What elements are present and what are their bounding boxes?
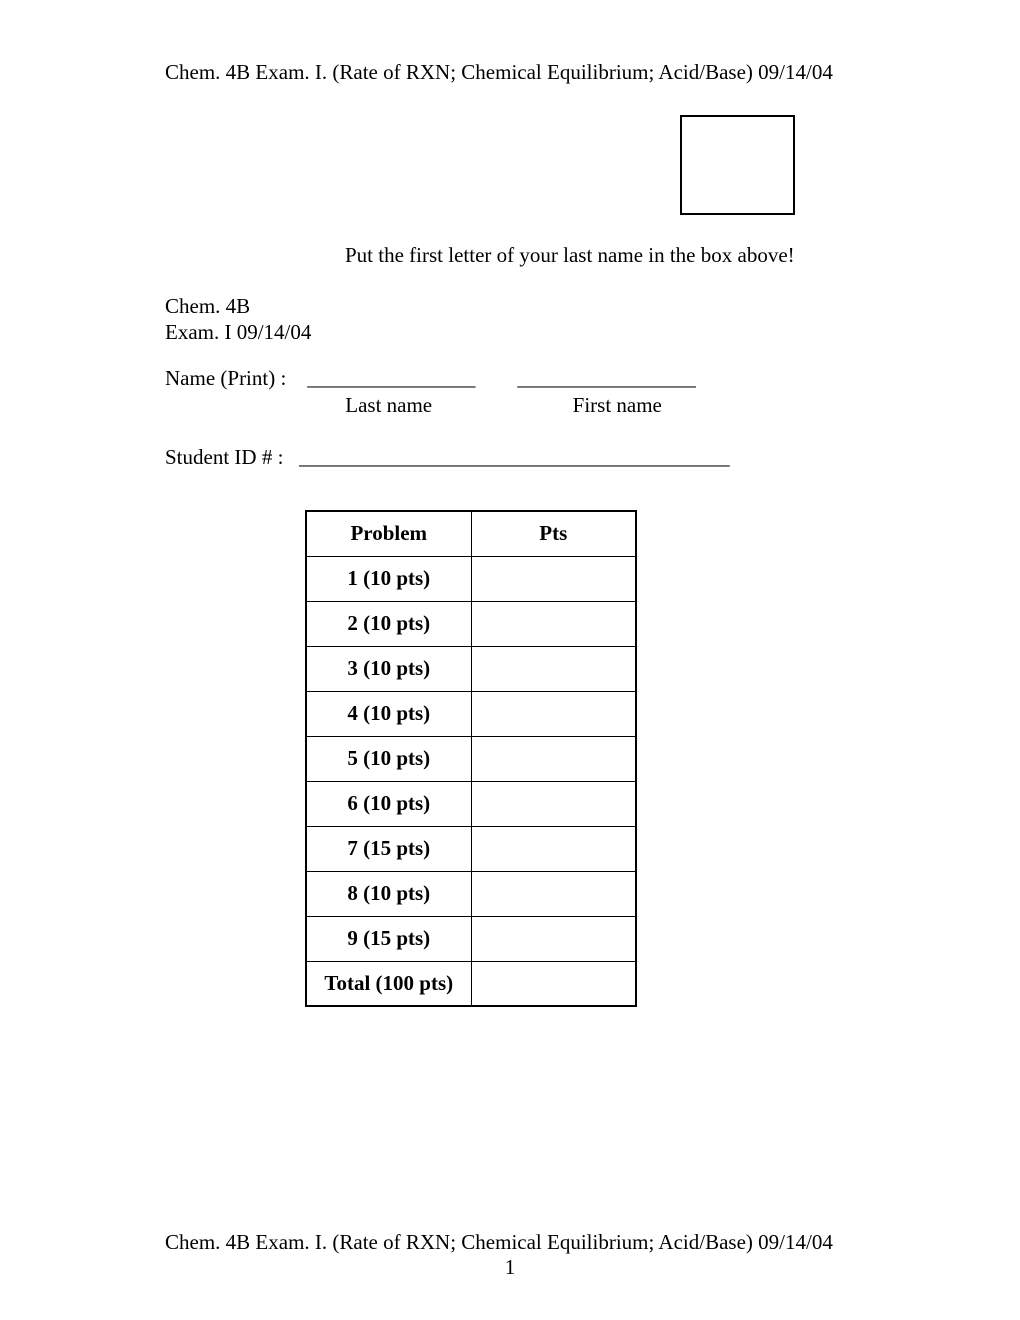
first-name-label: First name — [573, 393, 662, 417]
table-cell-pts — [471, 736, 636, 781]
footer-text: Chem. 4B Exam. I. (Rate of RXN; Chemical… — [165, 1230, 833, 1255]
table-cell-problem: 6 (10 pts) — [306, 781, 471, 826]
last-name-blank: ________________ — [307, 366, 475, 390]
table-cell-pts — [471, 601, 636, 646]
table-cell-problem: 5 (10 pts) — [306, 736, 471, 781]
header-text: Chem. 4B Exam. I. (Rate of RXN; Chemical… — [165, 60, 855, 85]
table-row: 7 (15 pts) — [306, 826, 636, 871]
table-cell-pts — [471, 826, 636, 871]
exam-info-text: Exam. I 09/14/04 — [165, 319, 311, 345]
table-row: 9 (15 pts) — [306, 916, 636, 961]
info-section: Chem. 4B Exam. I 09/14/04 — [165, 293, 311, 346]
table-cell-problem: 2 (10 pts) — [306, 601, 471, 646]
student-id-blank: ________________________________________… — [299, 445, 730, 469]
page-number: 1 — [165, 1255, 855, 1280]
name-label: Name (Print) : — [165, 366, 286, 390]
table-header-problem: Problem — [306, 511, 471, 556]
table-cell-problem: Total (100 pts) — [306, 961, 471, 1006]
table-row: 2 (10 pts) — [306, 601, 636, 646]
table-row: 6 (10 pts) — [306, 781, 636, 826]
table-cell-pts — [471, 781, 636, 826]
student-id-section: Student ID # : _________________________… — [165, 445, 730, 470]
table-cell-problem: 1 (10 pts) — [306, 556, 471, 601]
table-row: 3 (10 pts) — [306, 646, 636, 691]
table-cell-pts — [471, 961, 636, 1006]
table-cell-problem: 3 (10 pts) — [306, 646, 471, 691]
table-cell-problem: 4 (10 pts) — [306, 691, 471, 736]
table-cell-pts — [471, 691, 636, 736]
table-header-pts: Pts — [471, 511, 636, 556]
table-cell-problem: 7 (15 pts) — [306, 826, 471, 871]
table-cell-pts — [471, 646, 636, 691]
table-row: 1 (10 pts) — [306, 556, 636, 601]
first-name-blank: _________________ — [517, 366, 696, 390]
table-cell-pts — [471, 556, 636, 601]
name-line: Name (Print) : ________________ ________… — [165, 366, 696, 391]
table-cell-pts — [471, 871, 636, 916]
points-table: Problem Pts 1 (10 pts) 2 (10 pts) 3 (10 … — [305, 510, 637, 1007]
table-row: 4 (10 pts) — [306, 691, 636, 736]
last-name-label: Last name — [345, 393, 432, 417]
table-row: 8 (10 pts) — [306, 871, 636, 916]
table-row: 5 (10 pts) — [306, 736, 636, 781]
name-sublabels: Last name First name — [165, 393, 696, 418]
table-row: Total (100 pts) — [306, 961, 636, 1006]
student-id-label: Student ID # : — [165, 445, 283, 469]
name-section: Name (Print) : ________________ ________… — [165, 366, 696, 418]
letter-box — [680, 115, 795, 215]
course-text: Chem. 4B — [165, 293, 311, 319]
table-cell-problem: 9 (15 pts) — [306, 916, 471, 961]
box-instruction: Put the first letter of your last name i… — [345, 243, 855, 268]
table-cell-pts — [471, 916, 636, 961]
table-header-row: Problem Pts — [306, 511, 636, 556]
table-cell-problem: 8 (10 pts) — [306, 871, 471, 916]
